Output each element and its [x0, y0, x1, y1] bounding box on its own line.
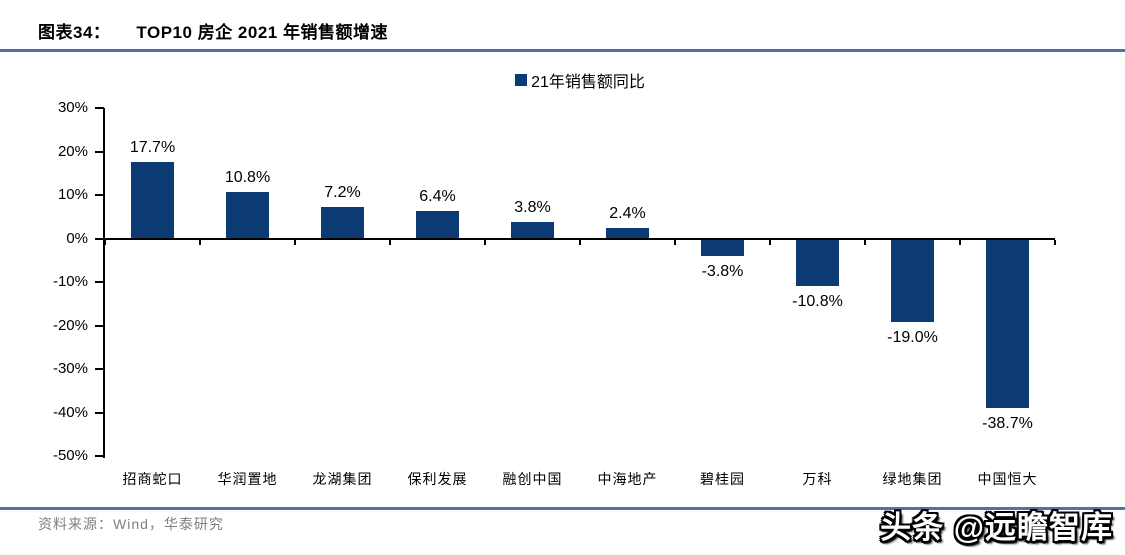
- x-axis-tick: [104, 239, 106, 245]
- bar: [701, 239, 744, 257]
- y-axis-tick-label: -20%: [52, 316, 88, 334]
- x-axis-tick: [199, 239, 201, 245]
- category-label: 万科: [802, 471, 833, 487]
- toutiao-watermark: 头条 @远瞻智库: [880, 510, 1113, 545]
- y-axis-tick: [95, 107, 104, 109]
- data-source-note: 资料来源：Wind，华泰研究: [38, 516, 224, 532]
- bar-value-label: 2.4%: [609, 205, 646, 223]
- category-label: 保利发展: [407, 471, 468, 487]
- y-axis-tick: [95, 281, 104, 283]
- y-axis-tick-label: -30%: [52, 360, 88, 377]
- y-axis-tick-label: 30%: [57, 99, 88, 116]
- y-axis-tick: [95, 194, 104, 196]
- footer-divider-rule: [0, 507, 1125, 510]
- y-axis-tick: [95, 368, 104, 370]
- y-axis-tick: [95, 324, 104, 327]
- y-axis-tick-label: -50%: [52, 447, 88, 464]
- bar: [511, 221, 554, 239]
- bar-value-label: -3.8%: [701, 263, 744, 281]
- bar-value-label: -10.8%: [792, 293, 843, 311]
- category-label: 中海地产: [597, 471, 658, 487]
- x-axis-tick: [769, 239, 771, 245]
- category-label: 中国恒大: [977, 471, 1038, 487]
- category-label: 融创中国: [502, 471, 563, 487]
- bar: [796, 239, 839, 287]
- y-axis-line: [103, 108, 105, 458]
- bar-value-label: 3.8%: [514, 198, 551, 216]
- y-axis-tick: [95, 455, 104, 457]
- chart-legend: 21年销售额同比: [105, 70, 1055, 91]
- x-axis-tick: [484, 239, 486, 245]
- x-axis-tick: [959, 239, 961, 245]
- x-axis-zero-line: [105, 237, 1055, 240]
- y-axis-tick: [95, 150, 104, 153]
- bar-value-label: -38.7%: [982, 414, 1033, 432]
- x-axis-tick: [674, 239, 676, 245]
- category-label: 碧桂园: [700, 471, 745, 487]
- bar: [606, 228, 649, 239]
- bar: [891, 239, 934, 323]
- bar-value-label: 10.8%: [224, 168, 271, 186]
- bar-value-label: 6.4%: [419, 187, 456, 205]
- y-axis-tick: [95, 411, 104, 414]
- figure-title-text: TOP10 房企 2021 年销售额增速: [136, 23, 388, 42]
- y-axis-tick-label: -40%: [52, 403, 88, 421]
- category-label: 华润置地: [217, 471, 278, 487]
- y-axis-tick: [95, 237, 104, 240]
- category-label: 招商蛇口: [122, 471, 183, 487]
- category-label: 绿地集团: [882, 471, 943, 487]
- y-axis-tick-label: -10%: [52, 273, 88, 290]
- bar: [131, 161, 174, 239]
- figure-title: 图表34： TOP10 房企 2021 年销售额增速: [38, 18, 388, 43]
- y-axis-tick-label: 10%: [57, 186, 88, 203]
- bar: [226, 191, 269, 239]
- x-axis-tick: [864, 239, 866, 245]
- x-axis-tick: [1054, 239, 1056, 245]
- legend-swatch-icon: [515, 74, 528, 86]
- category-label: 龙湖集团: [312, 471, 373, 487]
- figure-number-label: 图表34：: [38, 23, 111, 42]
- legend-series-label: 21年销售额同比: [531, 74, 645, 91]
- title-divider-rule: [0, 49, 1125, 52]
- x-axis-tick: [579, 239, 581, 245]
- bar-value-label: 17.7%: [129, 138, 176, 156]
- x-axis-tick: [294, 239, 296, 245]
- y-axis-tick-label: 20%: [57, 142, 88, 160]
- y-axis-tick-label: 0%: [66, 229, 88, 247]
- x-axis-tick: [389, 239, 391, 245]
- bar-value-label: 7.2%: [324, 184, 361, 202]
- bar: [321, 207, 364, 239]
- bar-value-label: -19.0%: [887, 329, 938, 347]
- bar: [416, 210, 459, 239]
- bar: [986, 239, 1029, 408]
